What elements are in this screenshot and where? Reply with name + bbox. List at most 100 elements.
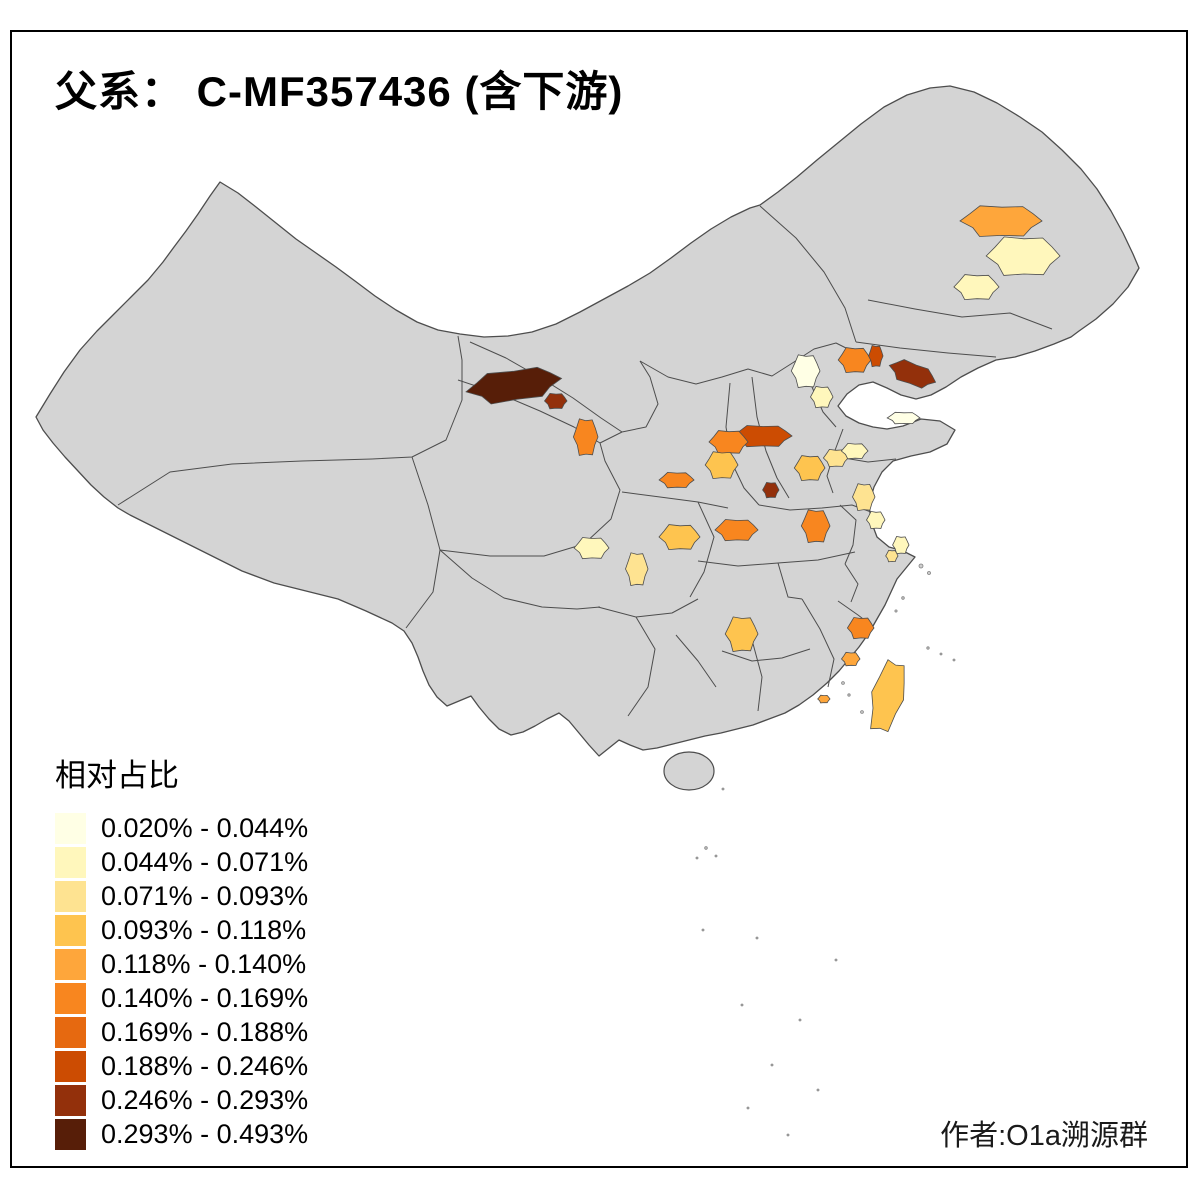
prefecture-region: [658, 471, 695, 489]
province-border-line: [639, 342, 853, 385]
islet: [701, 928, 705, 932]
islet: [786, 1133, 790, 1137]
hainan-island: [663, 751, 715, 791]
legend-label: 0.071% - 0.093%: [101, 880, 309, 911]
prefecture-region: [704, 451, 739, 480]
province-border-line: [839, 504, 857, 565]
small-islands: [695, 563, 956, 1137]
prefecture-region: [959, 205, 1043, 237]
legend-swatch: [55, 914, 86, 946]
prefecture-region: [543, 392, 568, 410]
legend-swatch: [55, 1050, 86, 1082]
legend-row: 0.020% - 0.044%: [55, 811, 308, 845]
legend-row: 0.293% - 0.493%: [55, 1117, 308, 1151]
prefecture-region: [837, 347, 872, 374]
prefecture-region: [866, 510, 886, 530]
prefecture-region: [724, 616, 759, 652]
legend-label: 0.093% - 0.118%: [101, 914, 307, 945]
islet: [834, 958, 838, 962]
islet: [860, 710, 864, 714]
islet: [841, 681, 845, 685]
prefecture-region: [817, 694, 831, 704]
province-border-line: [439, 442, 621, 557]
province-border-line: [675, 634, 717, 688]
province-border-line: [751, 639, 763, 712]
legend-row: 0.246% - 0.293%: [55, 1083, 308, 1117]
prefecture-region: [892, 535, 910, 555]
map-title: 父系： C-MF357436 (含下游): [55, 68, 624, 115]
province-border-line: [469, 341, 623, 433]
islet: [755, 936, 759, 940]
prefecture-region: [708, 430, 749, 455]
islet: [918, 563, 924, 569]
prefecture-region: [885, 549, 899, 563]
prefecture-region: [625, 552, 649, 586]
prefecture-region: [852, 483, 876, 512]
legend-swatch: [55, 880, 86, 912]
province-border-line: [621, 491, 729, 509]
legend: 相对占比 0.020% - 0.044% 0.044% - 0.071% 0.071…: [55, 750, 308, 1151]
islet: [740, 1003, 744, 1007]
prefecture-region: [573, 537, 610, 560]
islet: [927, 571, 931, 575]
legend-swatch: [55, 846, 86, 878]
legend-label: 0.044% - 0.071%: [101, 846, 309, 877]
prefecture-region: [888, 359, 937, 389]
prefecture-region: [840, 651, 861, 667]
legend-row: 0.093% - 0.118%: [55, 913, 308, 947]
islet: [952, 658, 956, 662]
legend-label: 0.293% - 0.493%: [101, 1118, 309, 1149]
legend-row: 0.140% - 0.169%: [55, 981, 308, 1015]
legend-label: 0.140% - 0.169%: [101, 982, 309, 1013]
province-border-line: [439, 549, 601, 610]
prefecture-region: [810, 386, 834, 409]
islet: [901, 596, 905, 600]
prefecture-region: [762, 481, 780, 499]
legend-swatch: [55, 1118, 86, 1150]
islet: [695, 856, 699, 860]
legend-row: 0.118% - 0.140%: [55, 947, 308, 981]
legend-label: 0.246% - 0.293%: [101, 1084, 309, 1115]
prefecture-region: [840, 442, 869, 460]
prefecture-region: [886, 411, 921, 425]
islet: [847, 693, 851, 697]
legend-swatch: [55, 1084, 86, 1116]
islet: [721, 787, 725, 791]
legend-swatch: [55, 982, 86, 1014]
islet: [714, 854, 718, 858]
legend-swatch: [55, 948, 86, 980]
islet: [798, 1018, 802, 1022]
prefecture-region: [658, 524, 701, 551]
legend-label: 0.188% - 0.246%: [101, 1050, 309, 1081]
prefecture-region: [846, 617, 875, 640]
islet: [816, 1088, 820, 1092]
province-border-line: [759, 205, 857, 343]
province-border-line: [844, 563, 859, 603]
prefecture-region: [953, 274, 1000, 301]
province-border-line: [597, 598, 699, 618]
province-border-line: [855, 341, 997, 358]
province-border-line: [721, 648, 811, 662]
legend-label: 0.118% - 0.140%: [101, 948, 307, 979]
attribution: 作者:O1a溯源群: [940, 1120, 1148, 1152]
province-border-line: [117, 335, 463, 506]
legend-title: 相对占比: [55, 758, 179, 793]
legend-label: 0.020% - 0.044%: [101, 812, 309, 843]
legend-row: 0.169% - 0.188%: [55, 1015, 308, 1049]
province-border-line: [627, 616, 656, 717]
province-border-line: [751, 376, 790, 499]
islet: [939, 652, 943, 656]
islet: [770, 1063, 774, 1067]
prefecture-region: [800, 509, 831, 543]
islet: [894, 609, 898, 613]
legend-rows: 0.020% - 0.044% 0.044% - 0.071% 0.071% - 0…: [55, 811, 308, 1151]
prefecture-region: [572, 418, 599, 456]
prefecture-region: [790, 354, 821, 388]
legend-row: 0.188% - 0.246%: [55, 1049, 308, 1083]
prefecture-region: [793, 455, 826, 482]
legend-row: 0.044% - 0.071%: [55, 845, 308, 879]
province-border-line: [867, 299, 1053, 330]
prefecture-region: [870, 659, 905, 733]
prefecture-region: [465, 366, 563, 405]
